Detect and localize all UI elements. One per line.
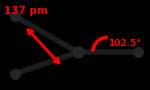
Text: 102.5°: 102.5° — [108, 39, 141, 48]
Text: 137 pm: 137 pm — [4, 6, 48, 16]
